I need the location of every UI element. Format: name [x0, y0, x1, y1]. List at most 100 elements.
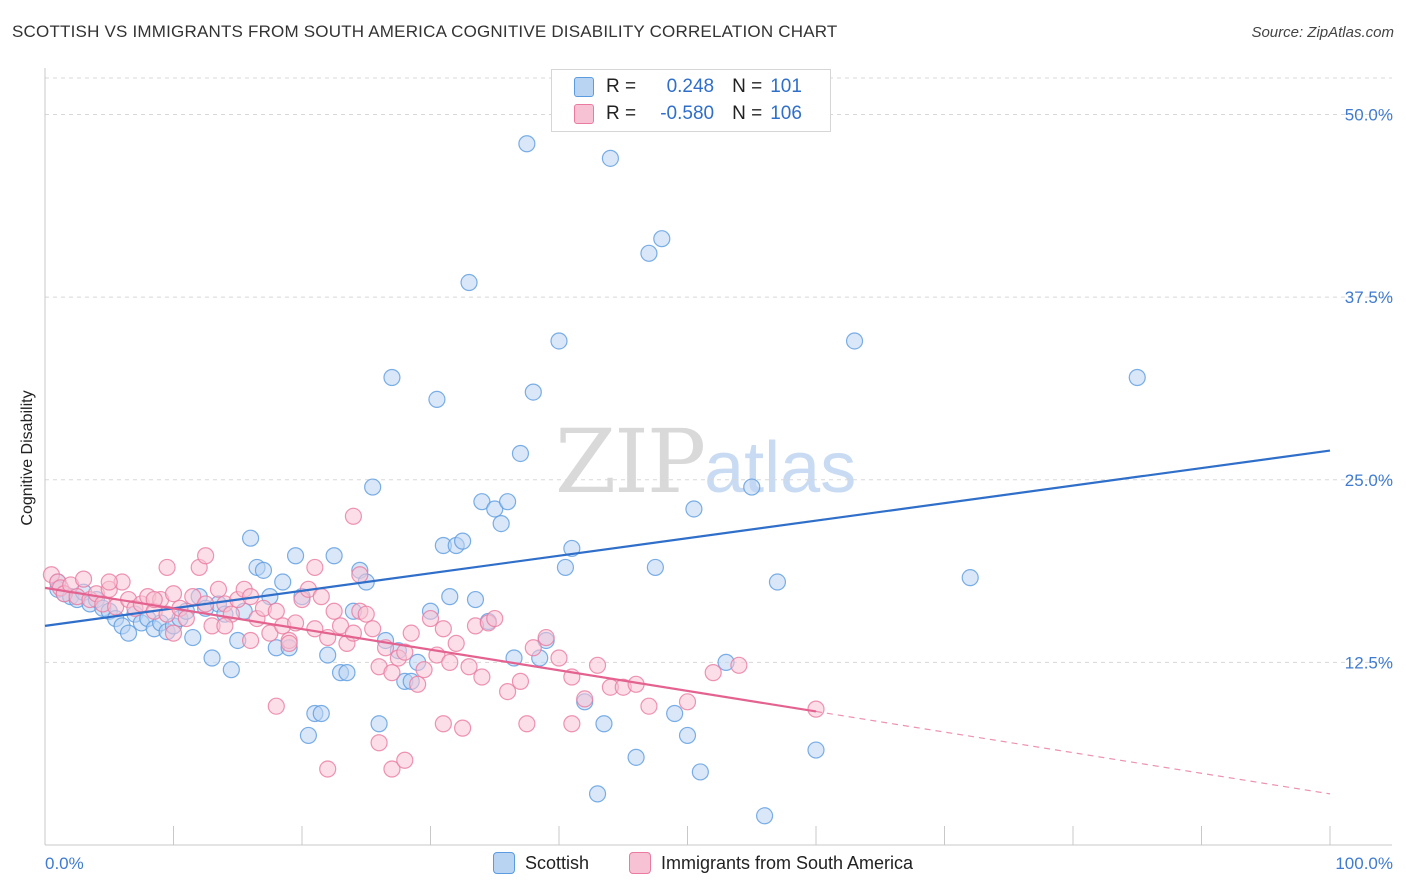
- immigrants-point: [537, 628, 555, 647]
- scottish-point: [299, 726, 318, 745]
- immigrants-trend-line: [44, 586, 817, 713]
- y-tick-label: 25.0%: [1345, 471, 1393, 490]
- scottish-point: [743, 478, 761, 496]
- legend-item-scottish: Scottish: [492, 852, 589, 874]
- immigrants-point: [145, 590, 163, 609]
- immigrants-point: [331, 617, 350, 635]
- scottish-point: [601, 149, 620, 167]
- immigrants-point: [499, 682, 517, 701]
- immigrants-point: [576, 690, 594, 708]
- immigrants-point: [216, 617, 234, 635]
- immigrants-point: [550, 649, 568, 667]
- scottish-point: [556, 558, 575, 577]
- scottish-point: [678, 726, 697, 745]
- scottish-point: [691, 763, 709, 781]
- immigrants-point: [177, 609, 195, 628]
- immigrants-point: [344, 507, 362, 525]
- scottish-point: [473, 493, 491, 511]
- x-tick-label: 0.0%: [45, 854, 84, 873]
- immigrants-point: [588, 656, 607, 674]
- immigrants-point: [421, 609, 440, 628]
- scottish-point: [499, 493, 517, 511]
- watermark: ZIPatlas: [555, 410, 856, 513]
- scottish-point: [242, 529, 260, 547]
- r-label-blue: R =: [606, 76, 637, 97]
- immigrants-point: [473, 668, 491, 686]
- scottish-point: [370, 715, 388, 733]
- scottish-point: [807, 741, 825, 759]
- r-value-pink: -0.580: [660, 103, 715, 124]
- immigrants-point: [678, 693, 697, 711]
- immigrants-point: [370, 734, 388, 752]
- scottish-point: [383, 368, 401, 387]
- legend-label-immigrants: Immigrants from South America: [660, 852, 914, 873]
- scottish-point: [1128, 368, 1146, 387]
- immigrants-point: [807, 700, 825, 718]
- immigrants-point: [209, 580, 228, 598]
- legend-row-blue: R = 0.248 N = 101: [574, 76, 802, 98]
- immigrants-point: [306, 558, 324, 577]
- watermark-zip: ZIP: [555, 410, 706, 513]
- scottish-point: [486, 500, 504, 518]
- scottish-point: [454, 532, 472, 550]
- immigrants-point: [158, 558, 176, 577]
- immigrants-point: [242, 631, 260, 650]
- immigrants-point: [396, 643, 414, 661]
- y-tick-label: 12.5%: [1345, 653, 1393, 672]
- immigrants-point: [415, 661, 433, 679]
- scottish-point: [588, 785, 607, 803]
- r-label-pink: R =: [606, 103, 637, 124]
- y-tick-label: 37.5%: [1345, 288, 1393, 307]
- immigrants-point: [454, 719, 472, 737]
- scottish-point: [627, 748, 645, 766]
- immigrants-point: [434, 620, 452, 638]
- scottish-point: [492, 514, 510, 533]
- scottish-point: [364, 478, 382, 496]
- scottish-point: [653, 230, 671, 248]
- immigrants-point: [486, 609, 504, 628]
- blue-swatch: [574, 77, 594, 97]
- correlation-legend: R = 0.248 N = 101 R = -0.580 N = 106: [551, 69, 831, 132]
- scottish-point: [961, 569, 979, 587]
- immigrants-swatch: [628, 852, 651, 874]
- scottish-point: [286, 547, 305, 565]
- immigrants-point: [197, 547, 215, 565]
- x-tick-label: 100.0%: [1335, 854, 1393, 873]
- immigrants-point: [402, 624, 420, 642]
- r-value-blue: 0.248: [666, 76, 715, 97]
- immigrants-point: [563, 715, 581, 733]
- immigrants-point: [164, 585, 183, 603]
- scottish-point: [524, 383, 542, 401]
- immigrants-point: [518, 715, 536, 733]
- scottish-point: [428, 390, 446, 409]
- scottish-point: [441, 588, 459, 606]
- immigrants-point: [704, 664, 722, 682]
- scottish-point: [755, 807, 774, 825]
- immigrants-point: [460, 658, 478, 676]
- scottish-point: [511, 444, 530, 463]
- immigrants-point: [267, 697, 285, 715]
- scottish-point: [254, 561, 273, 579]
- scottish-point: [768, 573, 787, 591]
- immigrants-point: [319, 760, 337, 778]
- scottish-point: [274, 573, 292, 591]
- scottish-trend-line: [44, 449, 1331, 627]
- immigrants-point: [524, 639, 542, 657]
- chart-title: SCOTTISH VS IMMIGRANTS FROM SOUTH AMERIC…: [12, 22, 838, 41]
- scottish-swatch: [492, 852, 515, 874]
- scottish-point: [319, 646, 337, 664]
- pink-swatch: [574, 104, 594, 124]
- scottish-point: [203, 649, 221, 667]
- scottish-point: [466, 590, 485, 609]
- immigrants-point: [511, 672, 530, 690]
- immigrants-point: [730, 656, 748, 674]
- immigrants-point: [164, 624, 183, 642]
- immigrants-trend-extension: [815, 710, 1331, 795]
- immigrants-point: [312, 588, 330, 606]
- scottish-point: [595, 715, 613, 733]
- immigrants-point: [267, 602, 285, 620]
- immigrants-point: [325, 602, 343, 620]
- immigrants-point: [396, 751, 414, 769]
- immigrants-point: [100, 573, 118, 591]
